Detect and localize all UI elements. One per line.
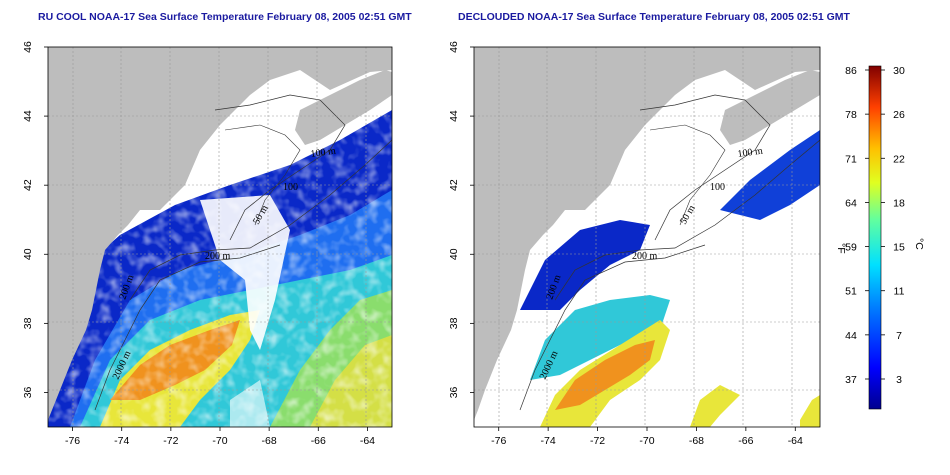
- left-cloud-band: [200, 195, 290, 350]
- colorbar-celsius-tick: 22: [893, 153, 905, 165]
- left-lat-tick-label: 40: [22, 248, 34, 260]
- colorbar-celsius-tick: 15: [893, 242, 905, 254]
- colorbar-fahrenheit-tick: 64: [845, 197, 857, 209]
- left-lat-tick-label: 38: [22, 317, 34, 329]
- colorbar-celsius-tick: 18: [893, 197, 905, 209]
- colorbar-fahrenheit-tick: 71: [845, 153, 857, 165]
- left-lon-tick-label: -72: [163, 435, 178, 447]
- right-lon-tick-label: -74: [541, 435, 556, 447]
- colorbar-fahrenheit-tick: 51: [845, 286, 857, 298]
- right-contour-100m: [639, 94, 771, 241]
- colorbar-celsius-tick: 11: [894, 286, 905, 298]
- right-warm-patch-se: [690, 385, 740, 427]
- colorbar-fahrenheit-tick: 44: [845, 330, 857, 342]
- colorbar-fahrenheit-tick: 59: [845, 242, 857, 254]
- right-hot-water: [555, 340, 655, 410]
- right-lon-tick-label: -66: [738, 435, 753, 447]
- colorbar-celsius-tick: 3: [896, 374, 902, 386]
- left-lat-tick-label: 42: [22, 179, 34, 191]
- left-label-200m-a: 200 m: [205, 251, 231, 262]
- left-graticule: [48, 47, 392, 427]
- left-panel-title: RU COOL NOAA-17 Sea Surface Temperature …: [38, 11, 412, 23]
- axis-ticks: -76 -74 -72 -70 -68 -66 -64 46 44 42 40 38 36 -76 -74 -…: [22, 41, 803, 447]
- right-lat-tick-label: 38: [448, 317, 460, 329]
- colorbar-fahrenheit-label: °F: [835, 243, 847, 254]
- right-panel-title: DECLOUDED NOAA-17 Sea Surface Temperatur…: [458, 11, 850, 23]
- right-lat-tick-label: 42: [448, 179, 460, 191]
- colorbar-celsius-label: °C: [913, 238, 925, 250]
- right-lon-tick-label: -70: [639, 435, 654, 447]
- right-land: [474, 47, 820, 420]
- colorbar-fahrenheit-tick: 78: [845, 109, 857, 121]
- colorbar-celsius-tick: 7: [896, 330, 902, 342]
- left-lon-tick-label: -66: [311, 435, 326, 447]
- left-nova-scotia: [295, 70, 392, 145]
- right-lat-tick-label: 36: [448, 386, 460, 398]
- right-label-200m-a: 200 m: [632, 251, 658, 262]
- right-warm-patch-e: [800, 395, 820, 427]
- left-lon-tick-label: -74: [114, 435, 129, 447]
- right-contour-200m: [554, 139, 820, 301]
- colorbar-fahrenheit-tick: 37: [845, 374, 857, 386]
- colorbar: °F °C 86 78 71 64 59 51 44 37 30 26 22 18 15 11 7 3: [835, 65, 925, 410]
- colorbar-fahrenheit-tick: 86: [845, 65, 857, 77]
- colorbar-gradient: [868, 65, 882, 410]
- left-lon-tick-label: -68: [262, 435, 277, 447]
- left-lon-tick-label: -64: [360, 435, 375, 447]
- left-lat-tick-label: 46: [22, 41, 34, 53]
- left-map-panel: 100 m 100 50 m 200 m 200 m 2000 m: [47, 46, 393, 428]
- left-land: [48, 47, 392, 420]
- right-cold-water-ne: [720, 130, 820, 220]
- left-contour-100m: [214, 94, 346, 241]
- right-lon-tick-label: -76: [491, 435, 506, 447]
- left-lat-tick-label: 36: [22, 386, 34, 398]
- right-lon-tick-label: -64: [788, 435, 803, 447]
- left-cloud-band-2: [230, 380, 270, 427]
- right-mild-water: [530, 295, 670, 380]
- right-contour-2000m: [519, 244, 706, 411]
- left-lon-tick-label: -70: [212, 435, 227, 447]
- right-label-100: 100: [710, 182, 725, 193]
- left-contour-200m: [129, 139, 392, 301]
- left-lon-tick-label: -76: [65, 435, 80, 447]
- right-contour-50m: [649, 124, 726, 226]
- colorbar-celsius-tick: 30: [893, 65, 905, 77]
- right-graticule: [474, 47, 820, 427]
- right-lat-tick-label: 40: [448, 248, 460, 260]
- right-map-panel: 100 m 100 50 m 200 m 200 m 2000 m: [473, 46, 821, 428]
- left-contour-2000m: [94, 244, 281, 411]
- colorbar-celsius-tick: 26: [893, 109, 905, 121]
- right-lat-tick-label: 46: [448, 41, 460, 53]
- right-nova-scotia: [720, 70, 820, 145]
- right-label-100m: 100 m: [737, 146, 764, 160]
- left-contour-50m: [224, 124, 301, 226]
- left-label-100: 100: [283, 182, 298, 193]
- left-label-100m: 100 m: [310, 146, 337, 160]
- right-lon-tick-label: -68: [689, 435, 704, 447]
- right-lat-tick-label: 44: [448, 110, 460, 122]
- colorbar-ticks: 86 78 71 64 59 51 44 37 30 26 22 18 15 11 7 3: [845, 65, 905, 386]
- right-lon-tick-label: -72: [590, 435, 605, 447]
- left-lat-tick-label: 44: [22, 110, 34, 122]
